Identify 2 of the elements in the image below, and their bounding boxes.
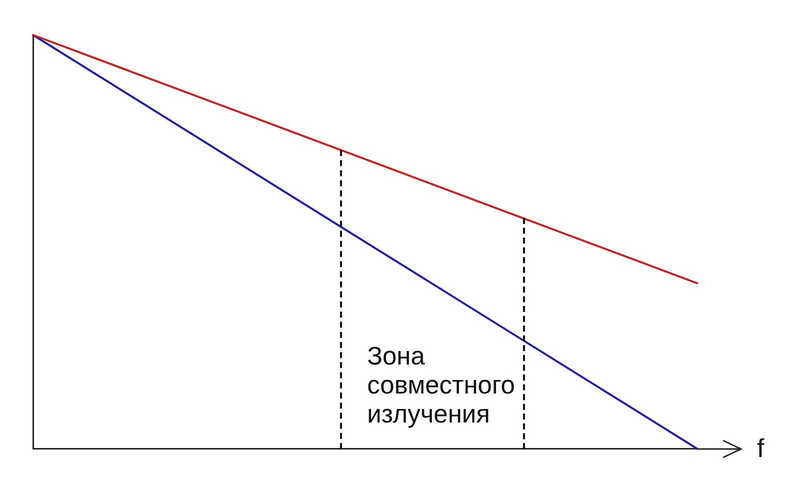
- x-axis-title: f: [757, 432, 765, 463]
- annotation: Зона совместного излучения: [367, 342, 515, 429]
